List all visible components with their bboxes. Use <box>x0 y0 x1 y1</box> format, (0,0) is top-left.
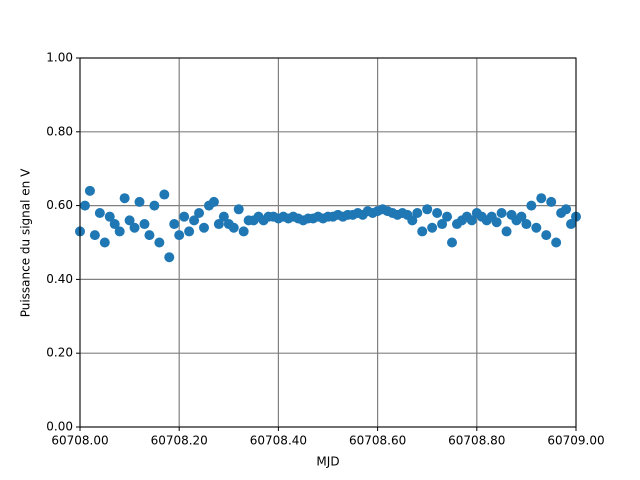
point <box>218 211 229 222</box>
x-tick-label: 60708.40 <box>250 434 307 448</box>
point <box>144 230 155 241</box>
point <box>99 237 110 248</box>
point <box>442 211 453 222</box>
point <box>551 237 562 248</box>
point <box>566 219 577 230</box>
y-tick-label: 0.60 <box>46 198 73 212</box>
point <box>114 226 125 237</box>
point <box>194 207 205 218</box>
point <box>119 193 130 204</box>
point <box>109 219 120 230</box>
x-tick-label: 60708.20 <box>151 434 208 448</box>
y-tick-label: 0.80 <box>46 124 73 138</box>
plot-frame <box>79 57 577 428</box>
point <box>149 200 160 211</box>
y-tick-label: 0.20 <box>46 346 73 360</box>
x-axis-label: MJD <box>316 455 339 469</box>
point <box>89 230 100 241</box>
point <box>536 193 547 204</box>
point <box>79 200 90 211</box>
point <box>496 207 507 218</box>
point <box>422 204 433 215</box>
point <box>447 237 457 248</box>
point <box>174 230 185 241</box>
point <box>417 226 428 237</box>
point <box>104 211 115 222</box>
point <box>561 204 572 215</box>
point <box>491 217 502 228</box>
point <box>154 237 165 248</box>
x-tick-label: 60708.60 <box>349 434 406 448</box>
x-tick-label: 60709.00 <box>547 434 604 448</box>
point <box>427 222 438 233</box>
point <box>526 200 537 211</box>
y-tick-label: 0.00 <box>46 420 73 434</box>
point <box>521 219 532 230</box>
point <box>501 226 512 237</box>
point <box>164 252 175 263</box>
y-tick-label: 0.40 <box>46 272 73 286</box>
x-tick-label: 60708.80 <box>448 434 505 448</box>
point <box>179 211 190 222</box>
point <box>466 215 477 226</box>
point <box>546 196 557 207</box>
point <box>129 222 140 233</box>
point <box>531 222 542 233</box>
point <box>412 207 423 218</box>
point <box>238 226 249 237</box>
point <box>124 215 135 226</box>
point <box>199 222 209 233</box>
point <box>208 196 219 207</box>
point <box>189 215 200 226</box>
point <box>228 222 239 233</box>
point <box>541 230 552 241</box>
point <box>84 185 95 196</box>
point <box>407 215 418 226</box>
y-axis-label: Puissance du signal en V <box>19 168 33 317</box>
point <box>169 219 180 230</box>
point <box>139 219 150 230</box>
point <box>94 207 105 218</box>
point <box>184 226 195 237</box>
point <box>437 219 448 230</box>
point <box>516 211 527 222</box>
point <box>432 207 443 218</box>
point <box>159 189 170 200</box>
point <box>213 219 224 230</box>
x-tick-label: 60708.00 <box>51 434 108 448</box>
point <box>233 204 244 215</box>
point <box>134 196 145 207</box>
y-tick-label: 1.00 <box>46 51 73 65</box>
